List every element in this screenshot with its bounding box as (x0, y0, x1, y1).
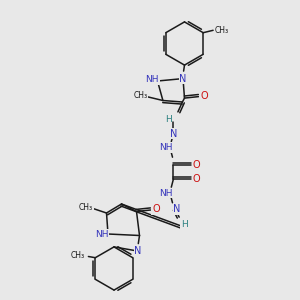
Text: N: N (179, 74, 187, 84)
Text: CH₃: CH₃ (133, 92, 148, 100)
Text: O: O (200, 91, 208, 101)
Text: N: N (170, 128, 177, 139)
Text: N: N (173, 204, 181, 214)
Text: H: H (165, 115, 171, 124)
Text: NH: NH (145, 75, 159, 84)
Text: O: O (193, 174, 201, 184)
Text: NH: NH (159, 143, 173, 152)
Text: N: N (134, 246, 142, 256)
Text: O: O (193, 160, 201, 170)
Text: NH: NH (95, 230, 108, 239)
Text: O: O (152, 204, 160, 214)
Text: CH₃: CH₃ (79, 202, 93, 211)
Text: CH₃: CH₃ (214, 26, 228, 35)
Text: H: H (181, 220, 188, 229)
Text: NH: NH (159, 189, 173, 198)
Text: CH₃: CH₃ (70, 251, 84, 260)
